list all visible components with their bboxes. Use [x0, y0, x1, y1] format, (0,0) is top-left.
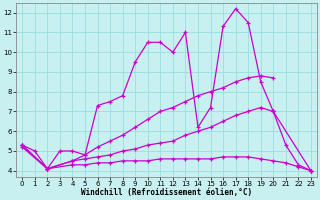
X-axis label: Windchill (Refroidissement éolien,°C): Windchill (Refroidissement éolien,°C) [81, 188, 252, 197]
